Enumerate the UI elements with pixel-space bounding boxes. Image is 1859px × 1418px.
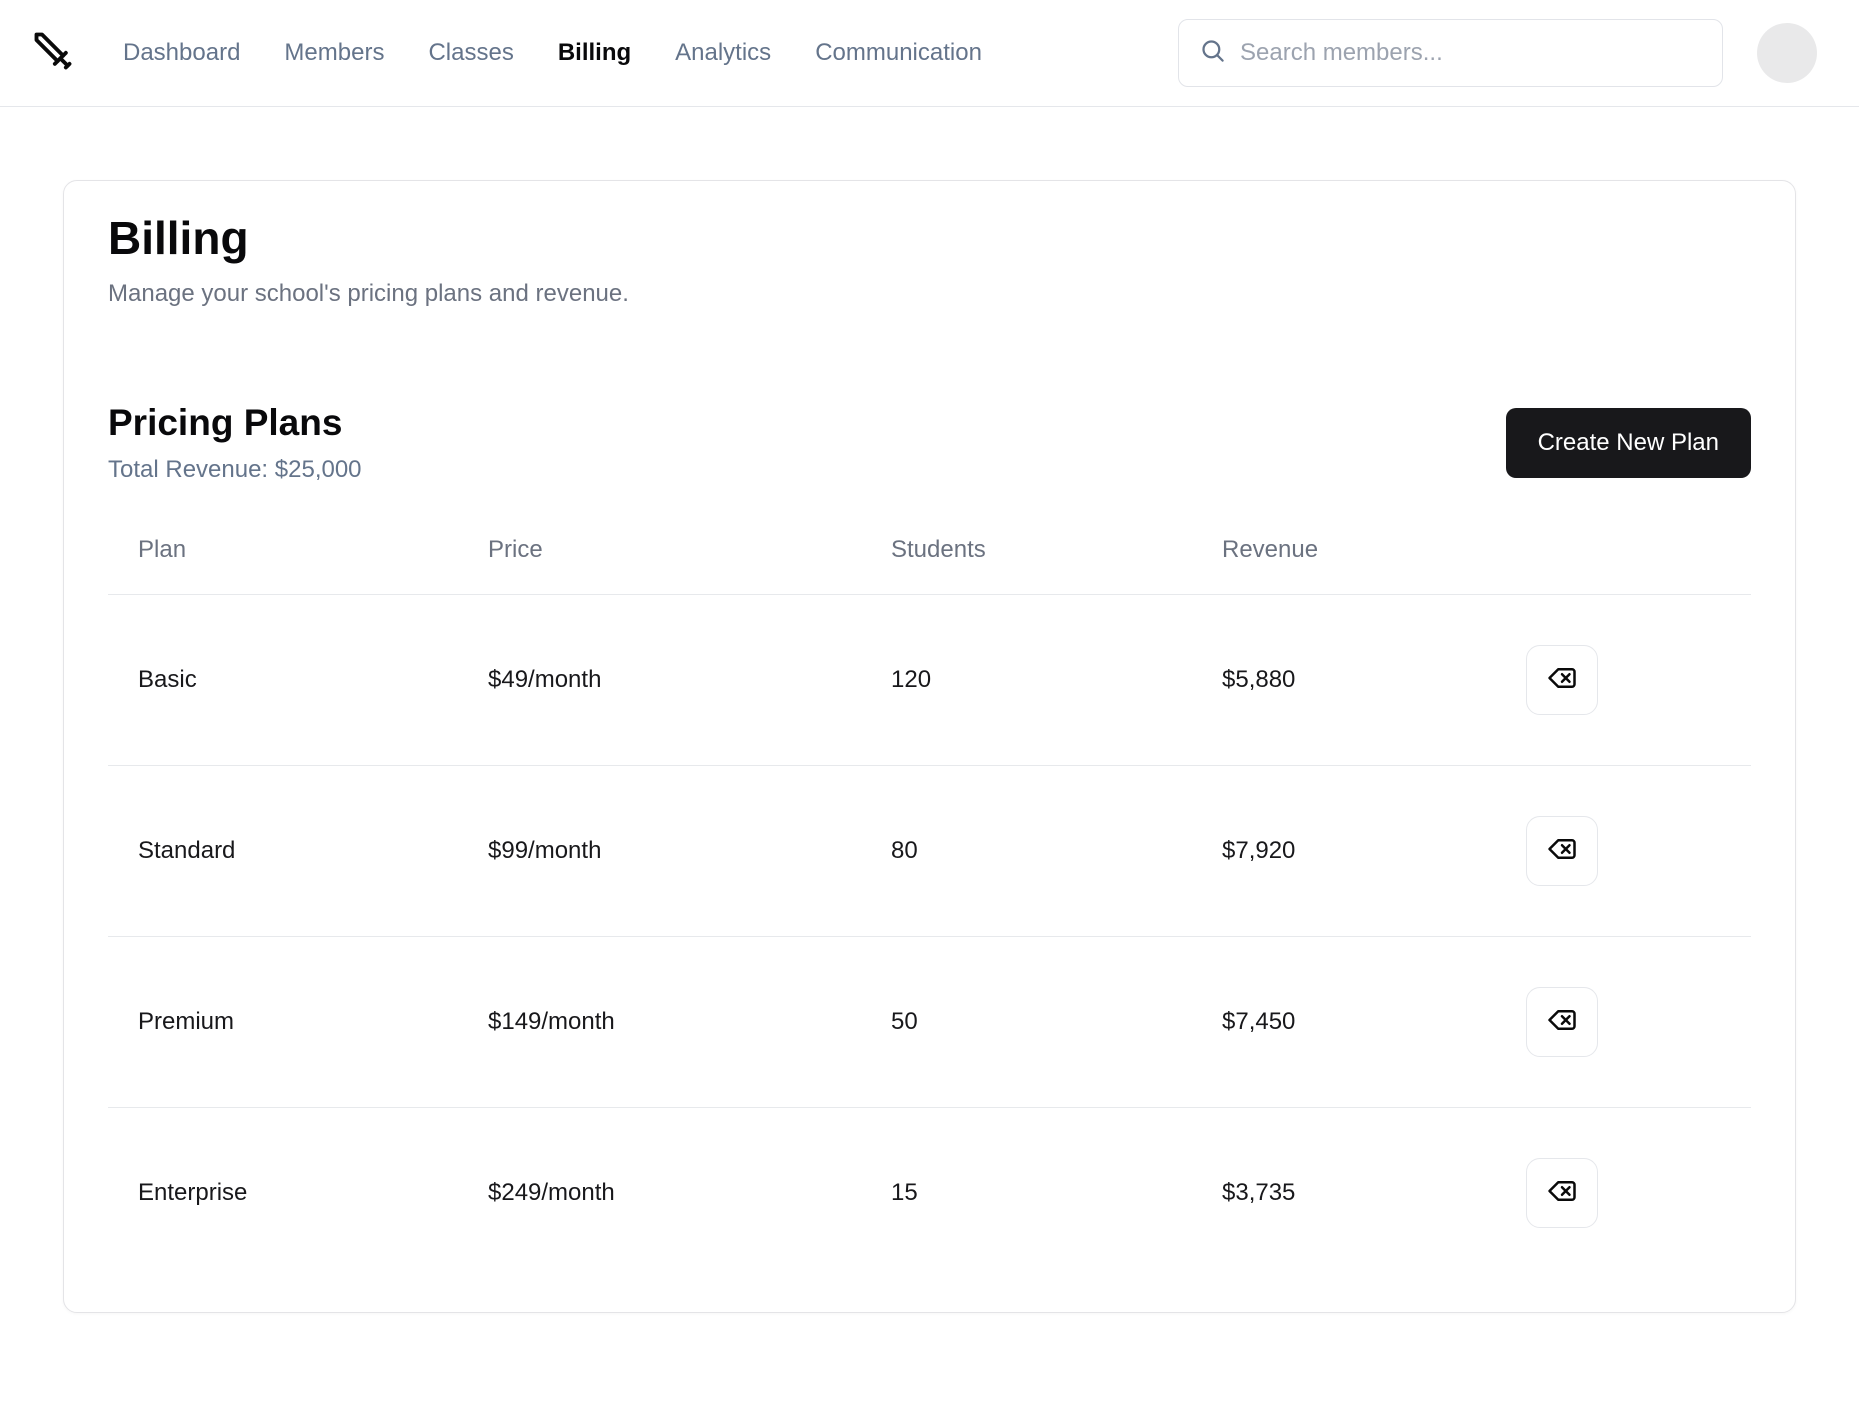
user-avatar[interactable] <box>1757 23 1817 83</box>
plan-students-cell: 80 <box>891 836 918 864</box>
plan-name-cell: Basic <box>138 665 197 693</box>
plan-name-cell: Premium <box>138 1007 235 1035</box>
nav-item-billing[interactable]: Billing <box>557 39 632 66</box>
nav-item-analytics[interactable]: Analytics <box>675 39 772 66</box>
plan-revenue-cell: $7,920 <box>1222 836 1296 864</box>
plan-revenue-cell: $7,450 <box>1222 1007 1296 1035</box>
plan-name-cell: Standard <box>138 836 236 864</box>
sword-icon <box>31 29 75 78</box>
delete-plan-button[interactable] <box>1526 815 1598 886</box>
plan-actions-cell <box>1496 594 1751 765</box>
delete-plan-button[interactable] <box>1526 1157 1598 1228</box>
table-row: Enterprise $249/month 15 $3,735 <box>108 1107 1751 1278</box>
backspace-delete-icon <box>1547 663 1577 696</box>
nav-item-members[interactable]: Members <box>284 39 385 66</box>
backspace-delete-icon <box>1547 1176 1577 1209</box>
column-header-actions <box>1496 535 1751 595</box>
search-icon <box>1199 37 1226 69</box>
plan-actions-cell <box>1496 1107 1751 1278</box>
backspace-delete-icon <box>1547 834 1577 867</box>
billing-card: Billing Manage your school's pricing pla… <box>63 180 1796 1313</box>
table-row: Premium $149/month 50 $7,450 <box>108 936 1751 1108</box>
page-subtitle: Manage your school's pricing plans and r… <box>108 280 629 308</box>
table-row: Standard $99/month 80 $7,920 <box>108 765 1751 937</box>
plan-students-cell: 15 <box>891 1178 918 1206</box>
plan-students-cell: 50 <box>891 1007 918 1035</box>
backspace-delete-icon <box>1547 1005 1577 1038</box>
column-header-price: Price <box>458 535 861 595</box>
pricing-plans-table: Plan Price Students Revenue Basic $49/mo… <box>108 535 1751 1278</box>
pricing-plans-header: Pricing Plans Total Revenue: $25,000 Cre… <box>108 401 1751 483</box>
column-header-plan: Plan <box>108 535 458 595</box>
main-content: Billing Manage your school's pricing pla… <box>0 107 1859 1418</box>
plan-price-cell: $249/month <box>488 1178 615 1206</box>
delete-plan-button[interactable] <box>1526 644 1598 715</box>
create-new-plan-button[interactable]: Create New Plan <box>1505 407 1751 478</box>
nav-menu: Dashboard Members Classes Billing Analyt… <box>123 39 982 67</box>
plan-revenue-cell: $5,880 <box>1222 665 1296 693</box>
delete-plan-button[interactable] <box>1526 986 1598 1057</box>
plan-actions-cell <box>1496 936 1751 1107</box>
plan-price-cell: $99/month <box>488 836 602 864</box>
search-input[interactable] <box>1240 39 1702 67</box>
pricing-plans-title: Pricing Plans <box>108 402 343 444</box>
column-header-students: Students <box>861 535 1192 595</box>
page-title: Billing <box>108 212 249 264</box>
app-logo[interactable] <box>30 28 76 78</box>
nav-item-dashboard[interactable]: Dashboard <box>123 39 241 66</box>
table-header-row: Plan Price Students Revenue <box>108 535 1751 595</box>
plan-students-cell: 120 <box>891 665 932 693</box>
plan-name-cell: Enterprise <box>138 1178 248 1206</box>
search-box <box>1178 19 1723 87</box>
plan-price-cell: $49/month <box>488 665 602 693</box>
plan-price-cell: $149/month <box>488 1007 615 1035</box>
top-nav: Dashboard Members Classes Billing Analyt… <box>0 0 1859 107</box>
nav-item-classes[interactable]: Classes <box>428 39 514 66</box>
plan-revenue-cell: $3,735 <box>1222 1178 1296 1206</box>
table-row: Basic $49/month 120 $5,880 <box>108 594 1751 766</box>
nav-item-communication[interactable]: Communication <box>815 39 982 66</box>
plan-actions-cell <box>1496 765 1751 936</box>
column-header-revenue: Revenue <box>1192 535 1496 595</box>
total-revenue-label: Total Revenue: $25,000 <box>108 455 362 483</box>
